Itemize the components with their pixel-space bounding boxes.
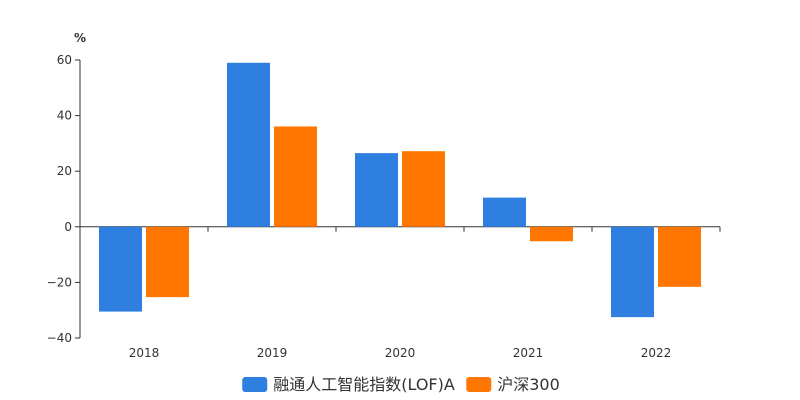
legend: 融通人工智能指数(LOF)A 沪深300 [242, 375, 560, 394]
bar-fund-2022 [611, 226, 654, 318]
bar-index-2022 [658, 226, 701, 287]
y-ticks: −40 −20 0 20 40 60 [47, 53, 80, 345]
x-tick-label: 2021 [513, 346, 544, 360]
x-tick-label: 2020 [385, 346, 416, 360]
y-tick-label: −40 [47, 331, 72, 345]
y-tick-label: 60 [57, 53, 72, 67]
legend-swatch-1 [466, 377, 492, 392]
legend-label-1: 沪深300 [497, 375, 560, 394]
y-tick-label: −20 [47, 275, 72, 289]
bar-fund-2020 [355, 153, 398, 227]
x-tick-label: 2018 [129, 346, 160, 360]
bar-index-2019 [274, 126, 317, 227]
bar-fund-2019 [227, 62, 270, 227]
y-tick-label: 20 [57, 164, 72, 178]
y-tick-label: 0 [64, 220, 72, 234]
legend-label-0: 融通人工智能指数(LOF)A [273, 375, 455, 394]
bar-index-2020 [402, 151, 445, 227]
x-tick-label: 2022 [641, 346, 672, 360]
x-tick-label: 2019 [257, 346, 288, 360]
legend-swatch-0 [242, 377, 268, 392]
y-axis-unit-label: % [74, 31, 86, 45]
bar-fund-2018 [99, 226, 142, 312]
y-tick-label: 40 [57, 109, 72, 123]
bars [99, 62, 701, 318]
bar-fund-2021 [483, 197, 526, 227]
bar-index-2018 [146, 226, 189, 298]
bar-index-2021 [530, 226, 573, 242]
x-ticks: 2018 2019 2020 2021 2022 [79, 226, 721, 360]
